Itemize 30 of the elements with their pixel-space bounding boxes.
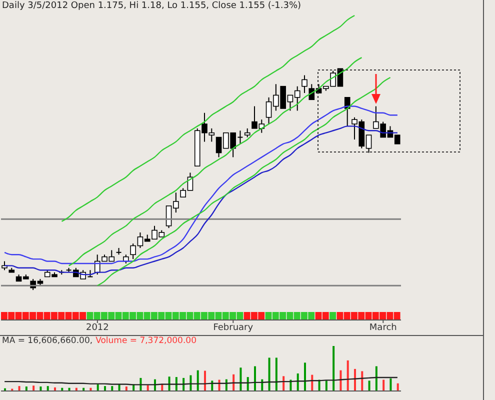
bar xyxy=(368,380,370,391)
bar xyxy=(396,383,399,391)
bar xyxy=(304,362,306,391)
x-tick-label: 2012 xyxy=(86,323,109,333)
bar xyxy=(18,386,20,391)
bar xyxy=(254,366,256,391)
bar xyxy=(296,373,299,391)
bar xyxy=(240,368,242,391)
chart-title: Daily 3/5/2012 Open 1.175, Hi 1.18, Lo 1.155, Close 1.155 (-1.3%) xyxy=(2,1,302,11)
bar xyxy=(232,374,235,391)
bar xyxy=(361,371,364,391)
bar xyxy=(32,386,35,391)
bar xyxy=(268,358,270,391)
candlestick xyxy=(302,74,308,94)
bar xyxy=(104,386,106,391)
text: Volume = 7,372,000.00 xyxy=(96,336,196,346)
x-tick-label: March xyxy=(369,323,397,333)
bar xyxy=(390,378,392,391)
x-tick-label: February xyxy=(213,323,254,333)
text: MA = 16,606,660.00, xyxy=(2,336,93,346)
bar xyxy=(46,386,49,391)
bar xyxy=(275,358,278,391)
bar xyxy=(282,376,285,391)
bar xyxy=(375,366,378,391)
bar xyxy=(354,368,356,391)
bar xyxy=(325,380,328,391)
bar xyxy=(346,360,349,391)
bar xyxy=(111,386,114,391)
bar xyxy=(332,346,335,391)
bar xyxy=(382,380,385,391)
